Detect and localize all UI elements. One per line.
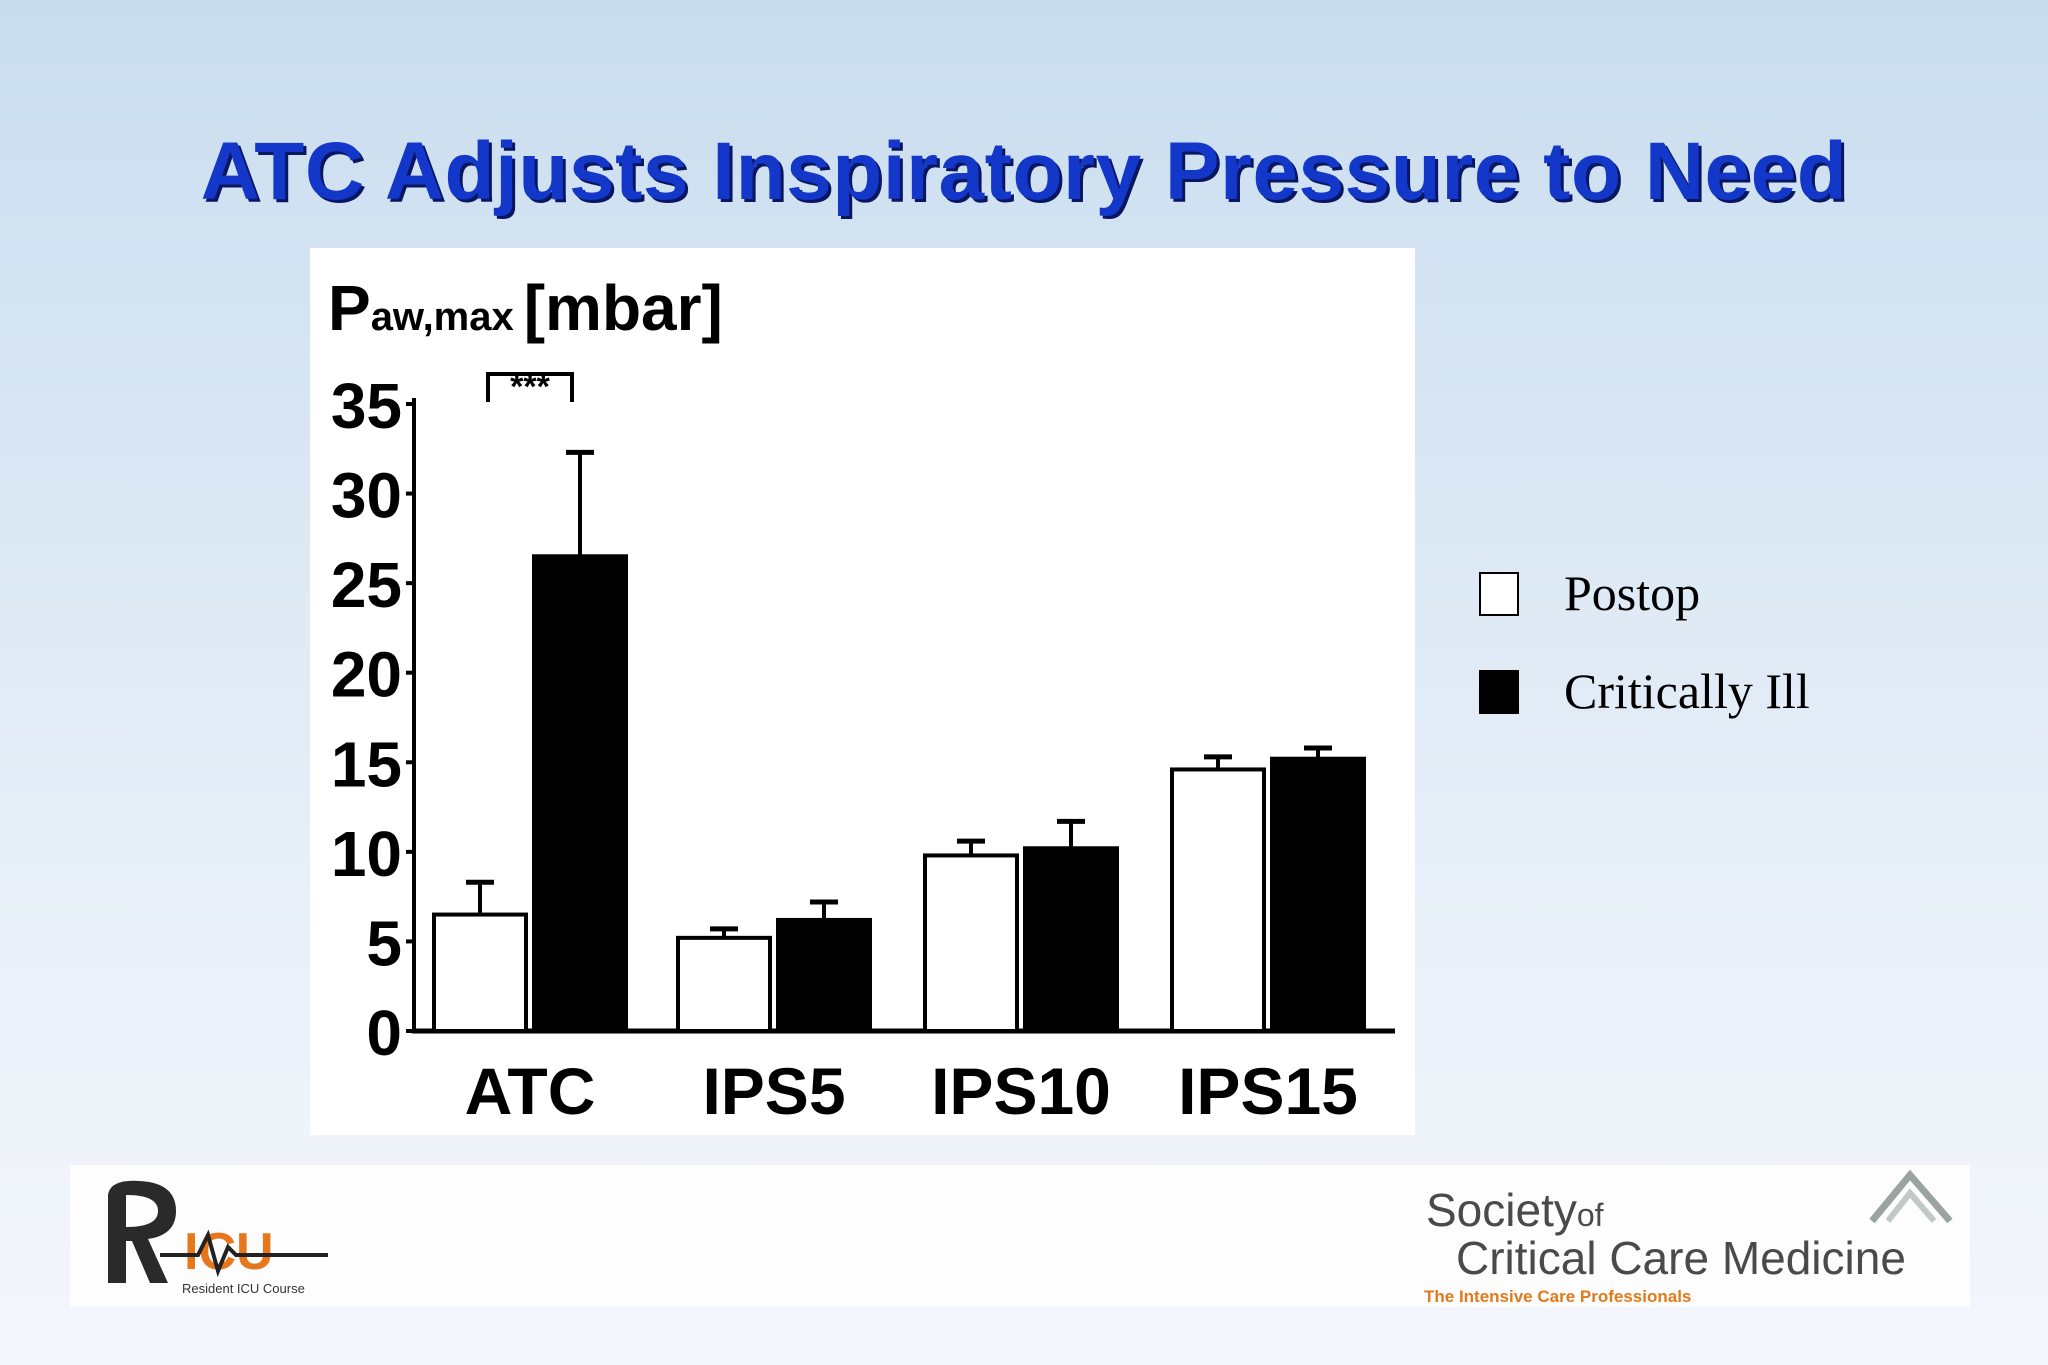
legend-item-postop: Postop [1476,560,1876,621]
chart-panel: Paw,max [mbar] 0 5 10 15 20 25 30 35 ATC IPS5 IPS1… [310,248,1415,1135]
legend-label-postop: Postop [1564,565,1701,621]
significance-bracket [486,372,574,402]
svg-text:Paw,max[mbar]: Paw,max [mbar] [328,272,723,344]
ricu-r-letter [108,1180,176,1283]
legend-item-critically-ill: Critically Ill [1476,658,1876,719]
sccm-name: Critical Care Medicine [1456,1232,1906,1284]
x-tick-label-atc: ATC [465,1054,596,1128]
y-tick-label-0: 0 [366,997,402,1069]
bar-postop-atc [432,912,528,1033]
sccm-logo: Societyof Critical Care Medicine The Int… [1410,1169,1970,1306]
legend-swatch-postop [1479,572,1519,616]
y-axis-unit: [mbar] [524,272,723,344]
bar-critically-ill-ips5 [776,917,872,1034]
slide-title: ATC Adjusts Inspiratory Pressure to Need [200,126,1848,217]
bar-postop-ips5 [676,935,772,1033]
y-tick-label-5: 5 [366,907,402,979]
ricu-caption: Resident ICU Course [182,1281,305,1296]
y-axis-label: P [328,272,371,344]
sccm-triangle-icon [1869,1169,1953,1224]
legend-label-critically-ill: Critically Ill [1564,663,1810,719]
x-tick-label-ips5: IPS5 [702,1054,845,1128]
y-tick-label-20: 20 [331,639,402,711]
y-axis-label-subscript: aw,max [371,295,514,339]
y-tick-label-30: 30 [331,460,402,532]
sccm-tagline: The Intensive Care Professionals [1424,1287,1692,1306]
bar-postop-ips10 [923,853,1019,1033]
bar-postop-ips15 [1170,767,1266,1033]
footer-logo-band: ICU Resident ICU Course Societyof Critic… [70,1165,1970,1307]
sccm-of: of [1576,1197,1604,1233]
x-tick-label-ips15: IPS15 [1178,1054,1358,1128]
bar-critically-ill-ips15 [1270,756,1366,1033]
y-tick-label-10: 10 [331,818,402,890]
sccm-society: Society [1426,1184,1577,1236]
y-tick-label-35: 35 [331,370,402,442]
legend-swatch-critically-ill [1479,670,1519,714]
ekg-line-icon [160,1229,328,1278]
y-tick-label-15: 15 [331,728,402,800]
bar-chart: Paw,max [mbar] 0 5 10 15 20 25 30 35 ATC IPS5 IPS1… [328,272,1395,1128]
bar-critically-ill-ips10 [1023,846,1119,1033]
significance-label: *** [510,368,550,406]
x-tick-label-ips10: IPS10 [931,1054,1111,1128]
y-tick-label-25: 25 [331,549,402,621]
bar-critically-ill-atc [532,554,628,1033]
ricu-logo: ICU Resident ICU Course [108,1180,328,1296]
